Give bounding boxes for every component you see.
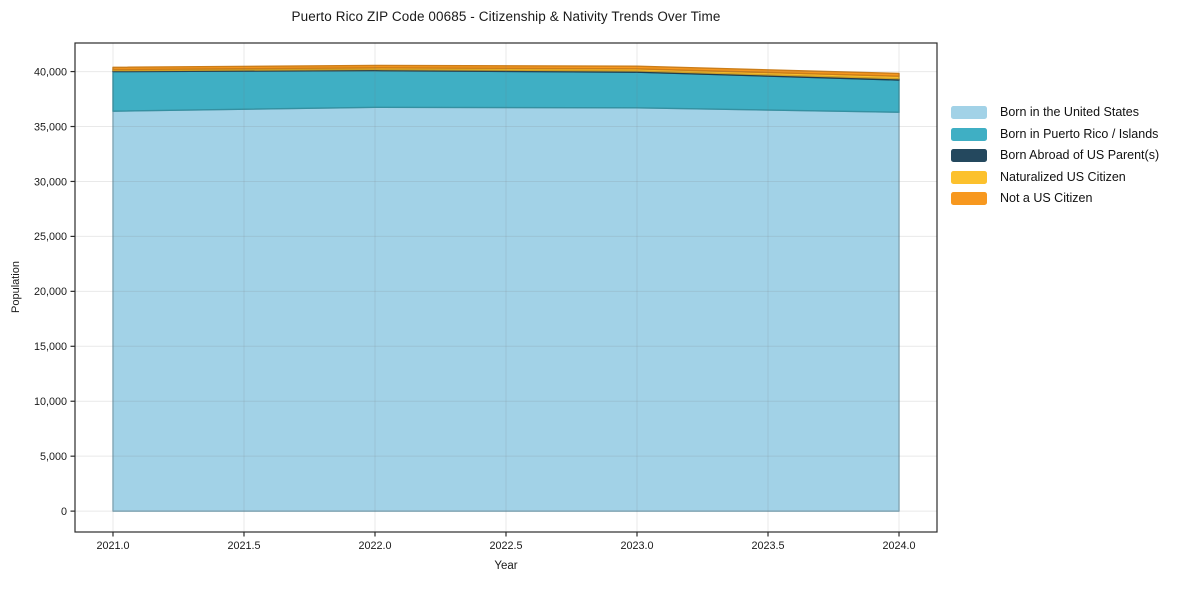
y-tick-label: 35,000 xyxy=(34,121,67,133)
legend: Born in the United States Born in Puerto… xyxy=(951,106,1159,205)
x-tick-label: 2021.0 xyxy=(96,540,129,552)
x-tick-label: 2022.5 xyxy=(489,540,522,552)
legend-swatch-icon xyxy=(951,106,987,119)
legend-item: Born in the United States xyxy=(951,106,1159,119)
legend-item: Naturalized US Citizen xyxy=(951,169,1159,184)
y-tick-label: 25,000 xyxy=(34,231,67,243)
y-tick-label: 30,000 xyxy=(34,176,67,188)
y-tick-label: 40,000 xyxy=(34,66,67,78)
x-tick-label: 2023.5 xyxy=(751,540,784,552)
y-tick-label: 10,000 xyxy=(34,396,67,408)
legend-label: Born in the United States xyxy=(1000,105,1139,119)
y-axis-label: Population xyxy=(10,261,22,313)
y-tick-label: 15,000 xyxy=(34,341,67,353)
legend-item: Born Abroad of US Parent(s) xyxy=(951,149,1159,162)
legend-label: Naturalized US Citizen xyxy=(1000,169,1126,184)
legend-swatch-icon xyxy=(951,170,987,184)
y-tick-label: 5,000 xyxy=(40,451,67,463)
x-tick-label: 2022.0 xyxy=(358,540,391,552)
legend-swatch-icon xyxy=(951,149,987,162)
x-tick-label: 2024.0 xyxy=(882,540,915,552)
legend-swatch-icon xyxy=(951,127,987,141)
y-tick-label: 20,000 xyxy=(34,286,67,298)
legend-label: Not a US Citizen xyxy=(1000,191,1093,205)
area-series-4 xyxy=(112,64,900,77)
x-tick-label: 2021.5 xyxy=(227,540,260,552)
y-tick-label: 0 xyxy=(61,506,67,518)
legend-item: Born in Puerto Rico / Islands xyxy=(951,126,1159,141)
legend-label: Born in Puerto Rico / Islands xyxy=(1000,126,1159,141)
legend-swatch-icon xyxy=(951,192,987,205)
chart-title: Puerto Rico ZIP Code 00685 - Citizenship… xyxy=(291,9,721,24)
legend-item: Not a US Citizen xyxy=(951,192,1159,205)
legend-label: Born Abroad of US Parent(s) xyxy=(1000,148,1160,162)
x-tick-label: 2023.0 xyxy=(620,540,653,552)
x-axis-label: Year xyxy=(494,560,518,572)
